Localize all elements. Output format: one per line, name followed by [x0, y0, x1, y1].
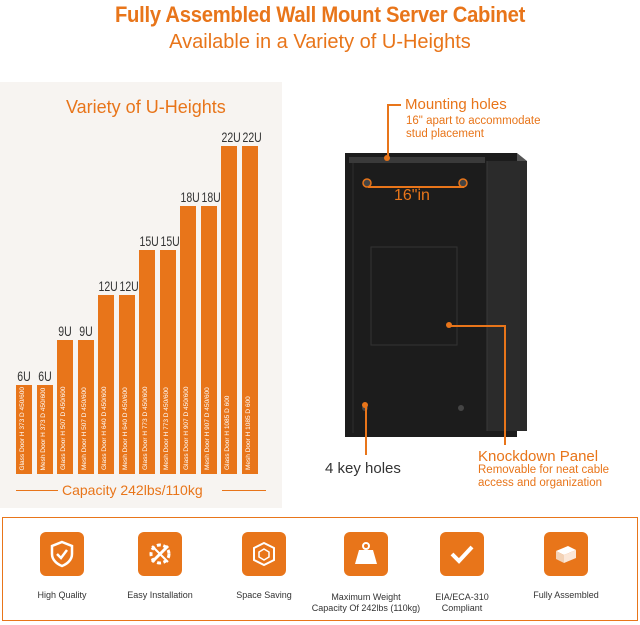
- weight-icon: [344, 532, 388, 576]
- mounting-holes-leader-h: [387, 104, 401, 106]
- chart-title: Variety of U-Heights: [66, 97, 226, 117]
- feature-item: [219, 532, 309, 576]
- bar-spec-label: Mesh Door H 907 D 450/600: [203, 387, 211, 470]
- bar-top-label: 12U: [119, 278, 139, 295]
- key-holes-dot: [362, 402, 368, 408]
- capacity-text: Capacity 242lbs/110kg: [62, 482, 203, 498]
- capacity-line-right: [222, 490, 266, 491]
- bar-spec-label: Glass Door H 907 D 450/600: [183, 386, 190, 470]
- feature-item: [521, 532, 611, 576]
- mounting-holes-leader-v: [387, 104, 389, 158]
- feature-item: [321, 532, 411, 576]
- bar-top-label: 15U: [160, 233, 180, 250]
- bar-top-label: 9U: [78, 322, 93, 339]
- bar-spec-label: Glass Door H 1085 D 600: [224, 395, 231, 470]
- features-box: [2, 517, 638, 621]
- bar-22u-glass: [221, 146, 237, 474]
- bar-spec-label: Mesh Door H 373 D 450/600: [39, 387, 47, 470]
- feature-item: [115, 532, 205, 576]
- bar-22u-mesh: [241, 146, 258, 474]
- feature-item: [417, 532, 507, 576]
- bar-top-label: 18U: [201, 188, 221, 205]
- knockdown-desc-2: access and organization: [478, 477, 603, 489]
- box-icon: [544, 532, 588, 576]
- bar-spec-label: Mesh Door H 773 D 450/600: [162, 387, 170, 470]
- width-label: 16"in: [394, 187, 430, 204]
- bar-top-label: 22U: [221, 129, 241, 145]
- feature-label: Space Saving: [236, 590, 292, 600]
- width-arrow-line: [368, 186, 464, 188]
- bar-top-label: 6U: [17, 367, 31, 384]
- key-holes-label: 4 key holes: [325, 460, 401, 477]
- bar-18u-glass: [180, 205, 196, 474]
- feature-item: [17, 532, 107, 576]
- bar-top-label: 12U: [98, 278, 118, 295]
- knockdown-title: Knockdown Panel: [478, 448, 599, 465]
- bar-top-label: 6U: [37, 367, 52, 384]
- bar-6u-mesh: [36, 384, 53, 474]
- key-holes-leader: [365, 405, 367, 455]
- mounting-holes-desc-2: stud placement: [406, 128, 484, 140]
- feature-label: Maximum Weight: [331, 592, 401, 602]
- bar-15u-mesh: [159, 250, 176, 474]
- shield-check-icon: [40, 532, 84, 576]
- knockdown-desc-1: Removable for neat cable: [478, 464, 610, 476]
- feature-label-line-2: Capacity Of 242lbs (110kg): [311, 603, 421, 613]
- server-cabinet-image: [345, 153, 527, 437]
- bar-spec-label: Mesh Door H 640 D 450/600: [121, 387, 129, 470]
- bar-top-label: 15U: [139, 233, 159, 250]
- page-subtitle: Available in a Variety of U-Heights: [169, 31, 471, 53]
- bar-top-label: 9U: [58, 322, 72, 339]
- bar-top-label: 18U: [180, 188, 200, 205]
- knockdown-dot: [446, 322, 452, 328]
- bar-spec-label: Glass Door H 640 D 450/600: [101, 386, 108, 470]
- bar-spec-label: Glass Door H 507 D 450/600: [60, 386, 67, 470]
- bar-6u-glass: [16, 384, 32, 474]
- knockdown-leader-h: [449, 325, 505, 327]
- capacity-line-left: [16, 490, 58, 491]
- bar-spec-label: Glass Door H 773 D 450/600: [142, 386, 149, 470]
- cube-icon: [242, 532, 286, 576]
- bar-spec-label: Mesh Door H 507 D 450/600: [80, 387, 88, 470]
- feature-label: High Quality: [37, 590, 87, 600]
- bar-9u-mesh: [77, 339, 94, 474]
- checkmark-icon: [440, 532, 484, 576]
- feature-label: Fully Assembled: [533, 590, 599, 600]
- bar-12u-glass: [98, 295, 114, 474]
- feature-label-line-2: Compliant: [441, 603, 483, 613]
- feature-label: Easy Installation: [127, 590, 193, 600]
- bar-12u-mesh: [118, 295, 135, 474]
- bar-9u-glass: [57, 339, 73, 474]
- mounting-holes-desc-1: 16" apart to accommodate: [406, 115, 541, 127]
- mounting-holes-title: Mounting holes: [405, 96, 507, 113]
- page-title: Fully Assembled Wall Mount Server Cabine…: [114, 2, 526, 27]
- bar-18u-mesh: [200, 205, 217, 474]
- bar-top-label: 22U: [242, 129, 262, 145]
- mounting-holes-dot: [384, 155, 390, 161]
- knockdown-leader-v: [504, 325, 506, 445]
- bar-15u-glass: [139, 250, 155, 474]
- bar-spec-label: Glass Door H 373 D 450/600: [19, 386, 26, 470]
- bar-spec-label: Mesh Door H 1085 D 600: [244, 396, 252, 470]
- feature-label: EIA/ECA-310: [435, 592, 489, 602]
- tools-gear-icon: [138, 532, 182, 576]
